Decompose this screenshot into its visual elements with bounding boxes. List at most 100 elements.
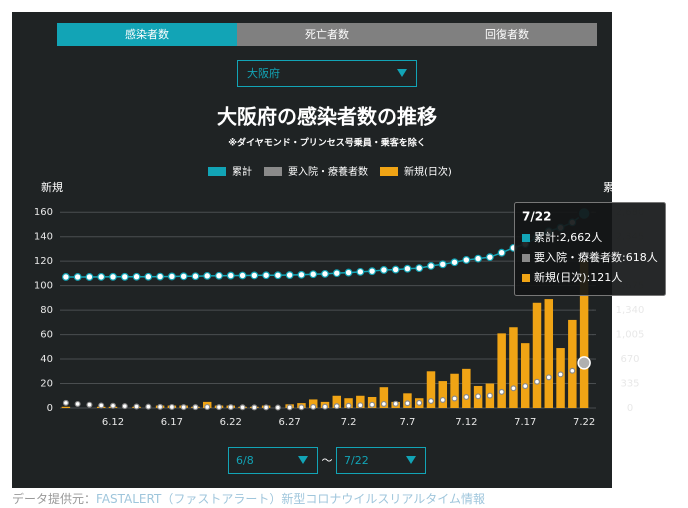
y-axis-label: 新規 <box>41 180 63 194</box>
region-select[interactable] <box>237 60 417 87</box>
point <box>263 404 270 411</box>
point <box>463 394 470 401</box>
point <box>85 273 94 281</box>
point <box>238 271 247 280</box>
date-to: 7/22 <box>344 454 369 467</box>
highlight-point <box>577 356 591 370</box>
tooltip-line: 新規(日次):121人 <box>534 270 622 284</box>
dropdown-arrow <box>406 456 416 464</box>
bar <box>379 387 389 408</box>
point <box>345 402 352 409</box>
legend-label: 要入院・療養者数 <box>288 165 368 178</box>
point <box>61 273 70 281</box>
point <box>475 393 482 400</box>
tooltip <box>514 202 666 296</box>
point <box>332 269 341 278</box>
point <box>344 268 353 277</box>
x-tick-label: 7.2 <box>341 417 357 428</box>
legend-swatch <box>264 167 282 176</box>
x-tick-label: 7.22 <box>573 417 595 428</box>
y-tick-label: 40 <box>40 354 53 365</box>
dropdown-arrow <box>397 69 407 77</box>
point <box>557 371 564 378</box>
bar <box>520 343 530 408</box>
point <box>74 400 81 407</box>
select-value: 大阪府 <box>247 66 280 80</box>
bar <box>332 395 342 408</box>
y-tick-label: 60 <box>40 330 53 341</box>
point <box>368 267 377 276</box>
point <box>204 403 211 410</box>
point <box>427 262 435 270</box>
tab[interactable] <box>237 23 417 46</box>
date-from-select[interactable] <box>228 447 318 474</box>
tab[interactable] <box>417 23 597 46</box>
legend-label: 新規(日次) <box>404 165 452 178</box>
legend-label: 累計 <box>232 165 252 178</box>
point <box>569 367 576 374</box>
point <box>144 272 153 281</box>
y-tick-label: 140 <box>34 232 53 243</box>
point <box>192 404 199 411</box>
point <box>510 385 517 392</box>
point <box>120 272 129 281</box>
point <box>157 403 164 410</box>
chart-subtitle: ※ダイヤモンド・プリンセス号乗員・乗客を除く <box>228 137 425 149</box>
bar <box>544 299 554 408</box>
y-tick-label: 100 <box>34 281 53 292</box>
tab-label: 回復者数 <box>485 28 529 41</box>
point <box>274 404 281 411</box>
point <box>522 383 529 390</box>
point <box>310 403 317 410</box>
point <box>227 404 234 411</box>
point <box>403 264 412 273</box>
point <box>474 254 483 263</box>
point <box>109 272 117 281</box>
point <box>369 401 376 408</box>
date-to-select[interactable] <box>336 447 426 474</box>
point <box>121 403 128 410</box>
point <box>356 267 365 276</box>
point <box>133 403 140 410</box>
point <box>298 404 305 411</box>
bar <box>462 368 471 408</box>
point <box>145 403 152 410</box>
y2-tick-label: 335 <box>620 379 639 390</box>
point <box>545 374 552 381</box>
point <box>179 272 188 281</box>
dropdown-arrow <box>298 456 308 464</box>
point <box>333 403 340 410</box>
tab-label: 死亡者数 <box>305 27 349 41</box>
point <box>156 272 165 281</box>
date-separator: 〜 <box>322 454 333 467</box>
point <box>62 399 69 406</box>
x-tick-label: 7.12 <box>455 417 477 428</box>
x-tick-label: 7.17 <box>514 417 536 428</box>
x-tick-label: 6.17 <box>161 417 183 428</box>
y-tick-label: 20 <box>40 379 53 390</box>
point <box>273 271 282 280</box>
point <box>379 266 388 274</box>
point <box>109 402 116 409</box>
point <box>498 388 505 395</box>
tab[interactable] <box>57 23 237 46</box>
footer-link[interactable]: FASTALERT（ファストアラート）新型コロナウイルスリアルタイム情報 <box>96 491 485 506</box>
point <box>497 248 506 257</box>
bar <box>450 373 459 408</box>
point <box>98 402 105 409</box>
point <box>415 264 424 273</box>
legend-swatch <box>208 167 226 176</box>
y2-tick-label: 1,340 <box>616 305 645 316</box>
x-tick-label: 6.22 <box>220 417 242 428</box>
point <box>73 273 82 281</box>
tooltip-title: 7/22 <box>522 210 551 224</box>
tab-label: 感染者数 <box>125 27 169 41</box>
bar <box>579 259 589 408</box>
y-tick-label: 0 <box>47 403 53 414</box>
point <box>533 378 540 385</box>
y2-tick-label: 1,005 <box>616 330 645 341</box>
y2-axis-label: 累計 <box>603 180 625 194</box>
point <box>239 404 246 411</box>
point <box>132 272 141 281</box>
